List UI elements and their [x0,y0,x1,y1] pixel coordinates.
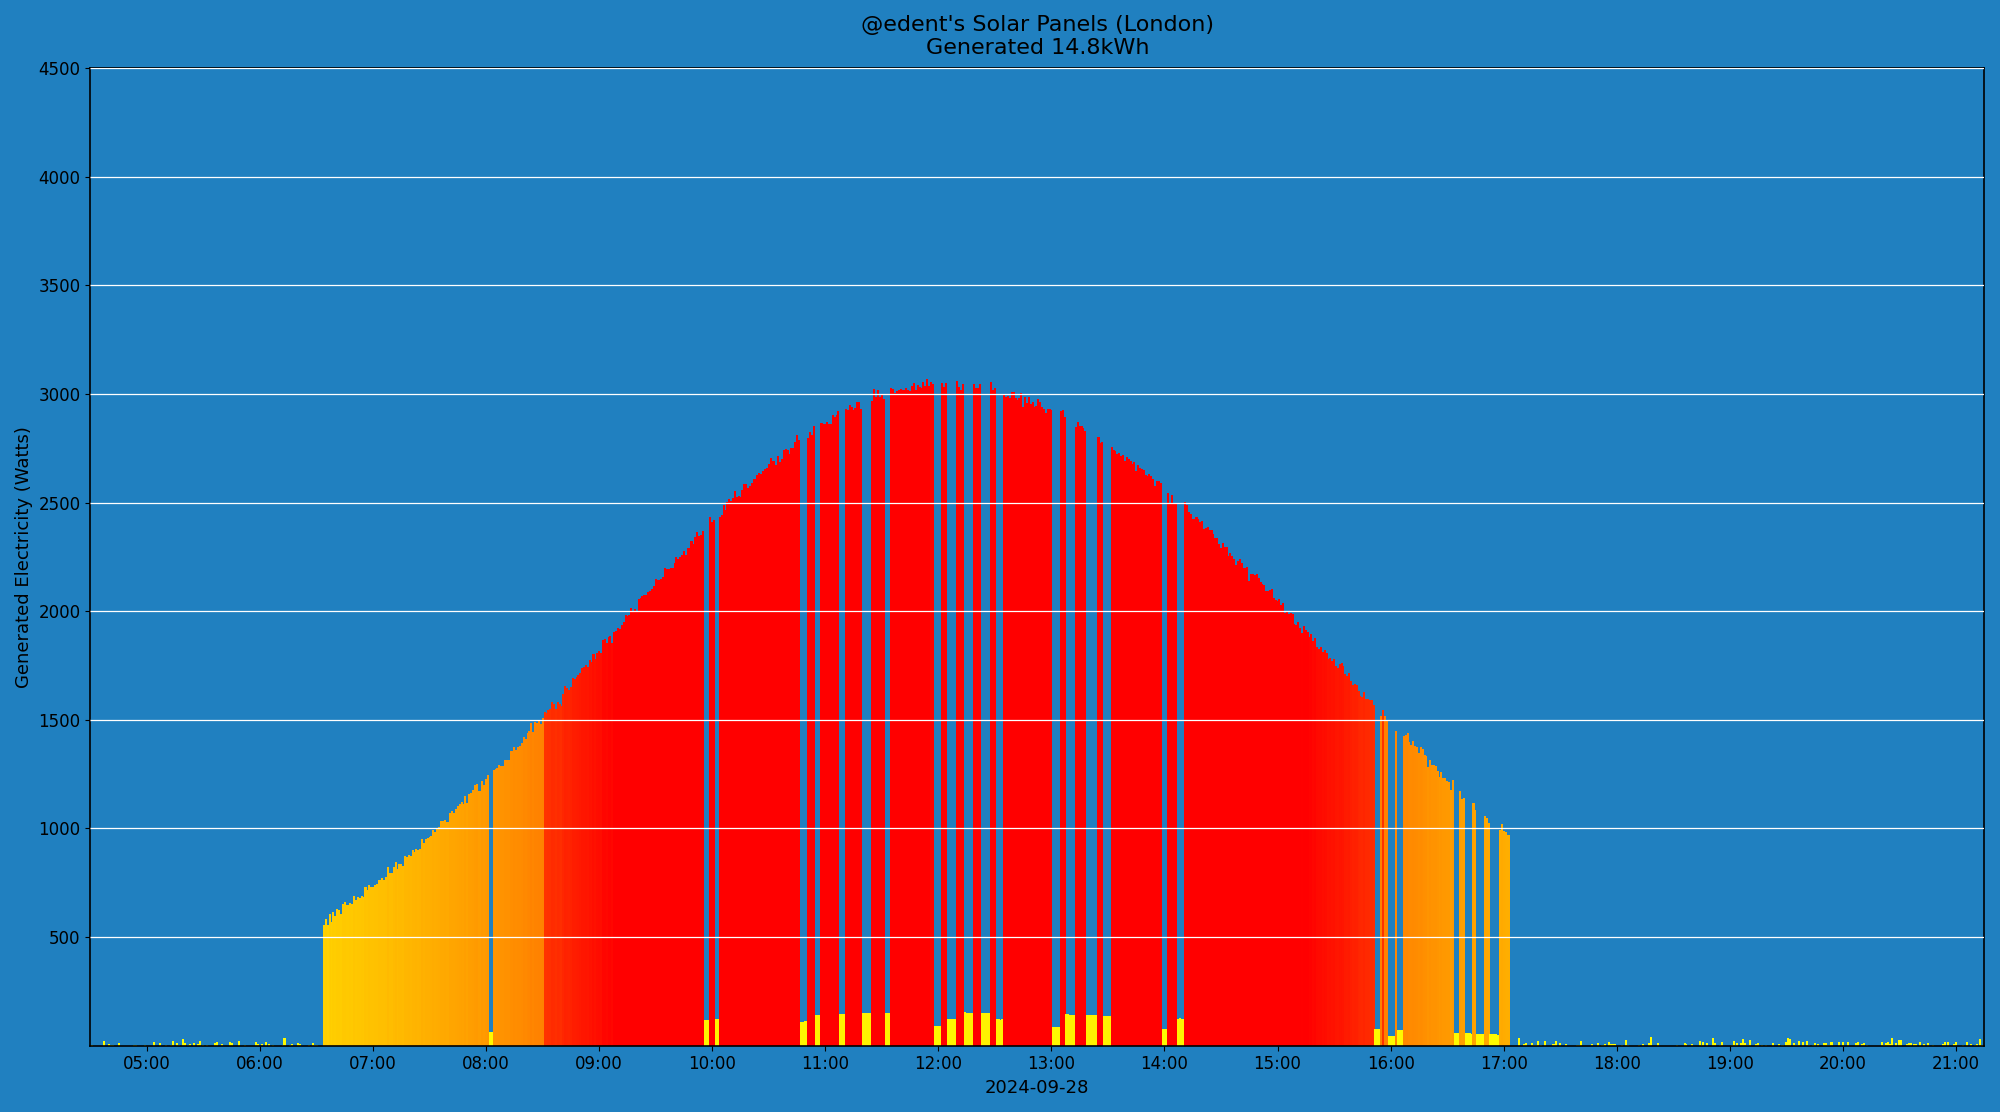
X-axis label: 2024-09-28: 2024-09-28 [986,1079,1090,1098]
Title: @edent's Solar Panels (London)
Generated 14.8kWh: @edent's Solar Panels (London) Generated… [860,14,1214,58]
Y-axis label: Generated Electricity (Watts): Generated Electricity (Watts) [14,426,32,688]
